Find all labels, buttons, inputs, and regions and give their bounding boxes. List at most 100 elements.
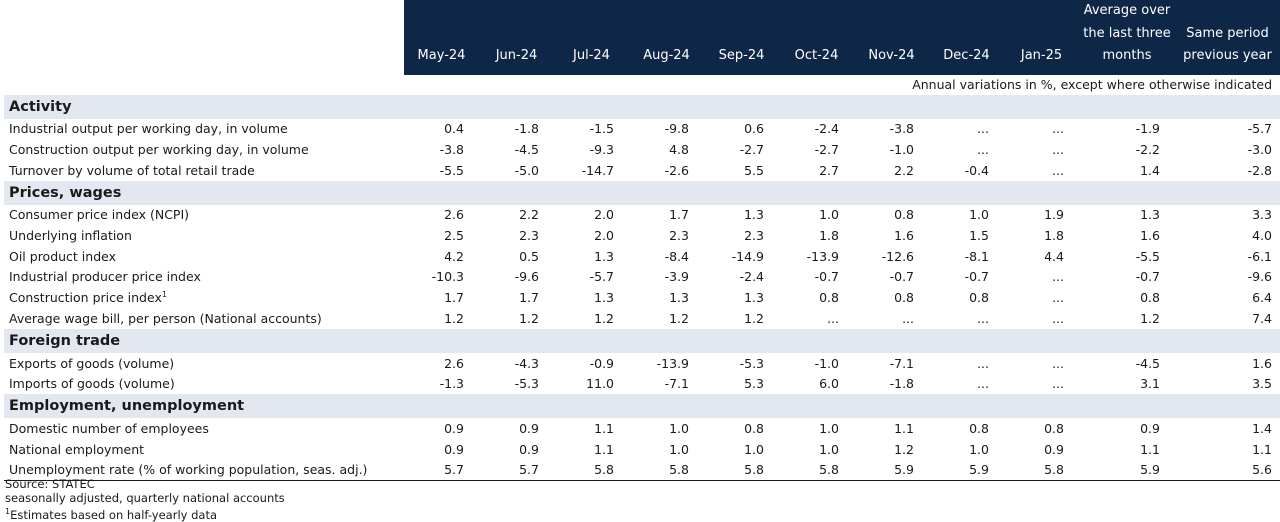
value-cell: 0.6 [744, 121, 764, 137]
row-label: Oil product index [9, 248, 117, 264]
table-row: Imports of goods (volume) -1.3 -5.3 11.0 -7.… [4, 373, 1280, 394]
row-label: Domestic number of employees [9, 420, 209, 436]
value-cell: 0.4 [444, 121, 464, 137]
section-header-row: Prices, wages [4, 180, 1280, 205]
value-cell: ... [1052, 121, 1064, 137]
value-cell: 1.7 [444, 290, 464, 306]
table-row: Domestic number of employees 0.9 0.9 1.1 1.0… [4, 418, 1280, 439]
value-cell: 6.0 [819, 376, 839, 392]
value-cell: 1.6 [1252, 355, 1272, 371]
value-cell: ... [827, 310, 839, 326]
value-cell: 4.0 [1252, 228, 1272, 244]
value-cell: -0.7 [889, 269, 914, 285]
value-cell: 3.1 [1140, 376, 1160, 392]
row-label-cell: Average wage bill, per person (National … [4, 308, 404, 329]
value-cell: 5.7 [404, 459, 479, 482]
value-cell: 0.9 [1044, 441, 1064, 457]
value-cell: 0.9 [519, 420, 539, 436]
column-header: Jan-25 [1004, 0, 1079, 75]
row-label: Industrial producer price index [9, 269, 201, 285]
value-cell: 4.8 [669, 142, 689, 158]
value-cell: -2.6 [664, 162, 689, 178]
value-cell: 11.0 [586, 376, 614, 392]
footnote-marker: 1 [5, 507, 11, 516]
value-cell: 0.8 [894, 290, 914, 306]
row-label: Exports of goods (volume) [9, 355, 175, 371]
value-cell: 5.5 [744, 162, 764, 178]
row-label-cell: Industrial producer price index [4, 267, 404, 288]
value-cell: 1.2 [744, 310, 764, 326]
value-cell: -0.7 [964, 269, 989, 285]
value-cell: 1.2 [1140, 310, 1160, 326]
column-header: Nov-24 [854, 0, 929, 75]
unit-note-row: Annual variations in %, except where oth… [4, 75, 1280, 95]
value-cell: 1.2 [444, 310, 464, 326]
row-label-cell: Construction price index1 [4, 287, 404, 308]
value-cell: 1.9 [1044, 207, 1064, 223]
value-cell: 1.2 [594, 310, 614, 326]
value-cell: -5.3 [514, 376, 539, 392]
value-cell: -9.6 [514, 269, 539, 285]
value-cell: 1.0 [819, 420, 839, 436]
value-cell: -5.0 [514, 162, 539, 178]
table-row: Turnover by volume of total retail trade… [4, 160, 1280, 181]
footnote-text: seasonally adjusted, quarterly national … [5, 491, 285, 505]
value-cell: -5.7 [1247, 121, 1272, 137]
table-row: Oil product index 4.2 0.5 1.3 -8.4 -14.9 -13.9… [4, 246, 1280, 267]
row-label: National employment [9, 441, 145, 457]
row-label: Imports of goods (volume) [9, 376, 175, 392]
column-header: Jun-24 [479, 0, 554, 75]
value-cell: 1.1 [1252, 441, 1272, 457]
value-cell: 1.0 [669, 420, 689, 436]
section-title: Foreign trade [4, 328, 1280, 353]
value-cell: 5.6 [1175, 459, 1280, 482]
value-cell: -2.7 [814, 142, 839, 158]
row-label: Construction price index [9, 290, 162, 306]
table-row: Unemployment rate (% of working populati… [4, 459, 1280, 482]
value-cell: 5.8 [779, 459, 854, 482]
value-cell: 1.0 [969, 207, 989, 223]
value-cell: ... [1052, 376, 1064, 392]
value-cell: -1.9 [1135, 121, 1160, 137]
value-cell: -5.3 [739, 355, 764, 371]
value-cell: -1.0 [889, 142, 914, 158]
value-cell: 1.2 [669, 310, 689, 326]
value-cell: 5.7 [479, 459, 554, 482]
column-header-line: previous year [1183, 48, 1272, 63]
footnote-line: 1Estimates based on half-yearly data [5, 505, 285, 522]
value-cell: -13.9 [656, 355, 689, 371]
column-header: Aug-24 [629, 0, 704, 75]
value-cell: 1.1 [1140, 441, 1160, 457]
value-cell: -1.3 [439, 376, 464, 392]
value-cell: -4.5 [514, 142, 539, 158]
table-row: Industrial output per working day, in vo… [4, 119, 1280, 140]
row-label: Consumer price index (NCPI) [9, 207, 190, 223]
value-cell: 1.1 [594, 441, 614, 457]
value-cell: -7.1 [889, 355, 914, 371]
value-cell: -2.7 [739, 142, 764, 158]
value-cell: -3.8 [889, 121, 914, 137]
value-cell: 1.3 [594, 290, 614, 306]
value-cell: 1.8 [1044, 228, 1064, 244]
row-label-cell: Consumer price index (NCPI) [4, 205, 404, 226]
section-title: Prices, wages [4, 180, 1280, 205]
value-cell: 5.9 [854, 459, 929, 482]
value-cell: 0.8 [969, 290, 989, 306]
value-cell: 6.4 [1252, 290, 1272, 306]
column-header: May-24 [404, 0, 479, 75]
value-cell: 1.7 [669, 207, 689, 223]
value-cell: -14.7 [581, 162, 614, 178]
value-cell: 0.9 [519, 441, 539, 457]
value-cell: -9.6 [1247, 269, 1272, 285]
table-footnotes: Source: STATEC seasonally adjusted, quart… [5, 477, 285, 522]
table-row: Industrial producer price index -10.3 -9.6… [4, 267, 1280, 288]
value-cell: 1.4 [1140, 162, 1160, 178]
value-cell: 1.0 [819, 207, 839, 223]
column-header-line: Average over [1083, 3, 1171, 18]
row-label-cell: Imports of goods (volume) [4, 373, 404, 394]
value-cell: 1.1 [894, 420, 914, 436]
value-cell: 7.4 [1252, 310, 1272, 326]
value-cell: 0.8 [819, 290, 839, 306]
value-cell: -1.0 [814, 355, 839, 371]
value-cell: 1.0 [744, 441, 764, 457]
